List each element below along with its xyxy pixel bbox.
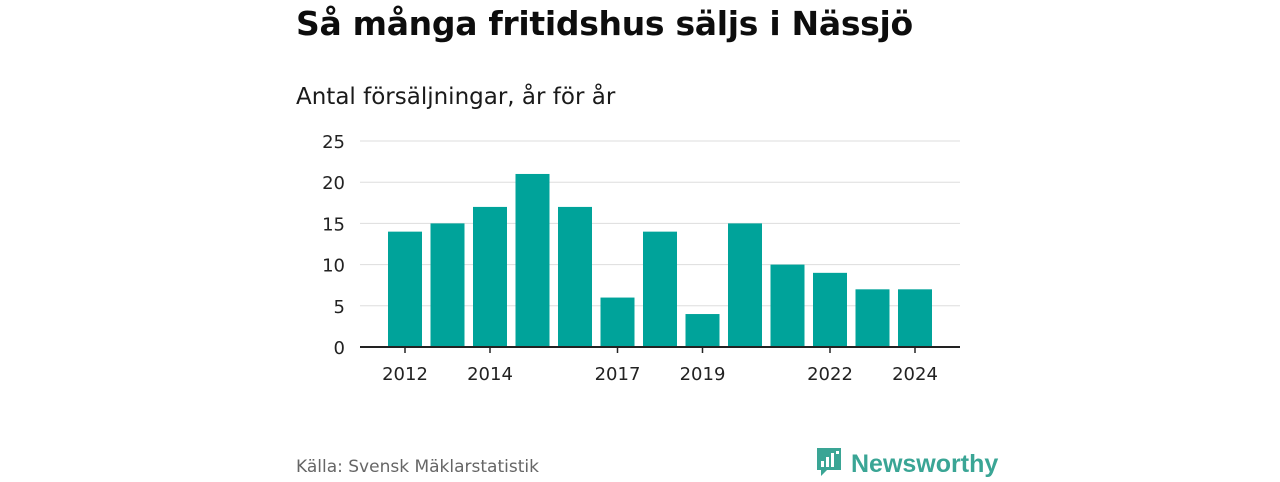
bar <box>558 206 592 347</box>
x-tick-label: 2022 <box>807 364 853 385</box>
bar <box>813 272 847 347</box>
source-note: Källa: Svensk Mäklarstatistik <box>296 457 539 477</box>
bar <box>600 297 635 347</box>
y-tick-label: 10 <box>322 256 345 277</box>
y-tick-label: 5 <box>334 297 345 318</box>
bar <box>643 231 677 347</box>
x-tick-label: 2014 <box>467 364 513 385</box>
y-tick-label: 0 <box>334 338 345 359</box>
bar <box>728 223 762 347</box>
bar <box>473 206 507 347</box>
newsworthy-logo-icon <box>815 446 843 482</box>
x-tick-label: 2012 <box>382 364 428 385</box>
bar-chart: 0 5 10 15 20 25 2012 2014 2017 2019 2022 2024 <box>322 132 960 385</box>
bar <box>515 173 550 347</box>
x-tick-label: 2024 <box>892 364 938 385</box>
y-tick-label: 25 <box>322 132 345 153</box>
bar <box>430 223 465 347</box>
x-tick-label: 2017 <box>595 364 641 385</box>
brand-logo: Newsworthy <box>815 446 998 482</box>
y-tick-label: 20 <box>322 173 345 194</box>
y-tick-label: 15 <box>322 214 345 235</box>
chart-title: Så många fritidshus säljs i Nässjö <box>296 4 913 43</box>
bar <box>388 231 422 347</box>
x-tick-label: 2019 <box>680 364 726 385</box>
bar <box>685 314 720 347</box>
brand-name: Newsworthy <box>851 449 999 478</box>
chart-subtitle: Antal försäljningar, år för år <box>296 84 616 110</box>
bar <box>898 289 932 347</box>
bar <box>855 289 890 347</box>
bar <box>770 264 805 347</box>
